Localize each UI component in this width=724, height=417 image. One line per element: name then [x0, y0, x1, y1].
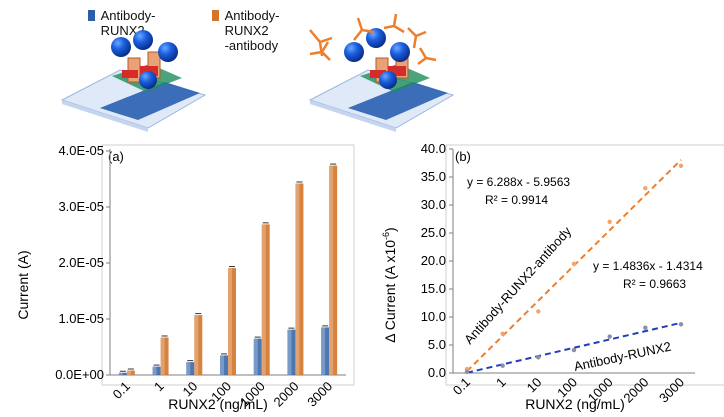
series-orange-r2: R² = 0.9914	[485, 193, 548, 207]
chart-a-bar	[253, 338, 262, 375]
chart-a-y-tick-label: 2.0E-05	[58, 255, 104, 270]
series-blue-point	[678, 322, 684, 327]
series-orange-point	[678, 163, 684, 168]
chart-a-x-tick-label: 0.1	[110, 379, 133, 402]
legend-label-line1: Antibody-RUNX2	[224, 8, 280, 38]
chart-a-frame	[101, 144, 355, 386]
chart-b-x-tick-label: 1	[493, 375, 509, 391]
chart-b-y-axis-label-superscript: -6	[381, 232, 391, 240]
legend-label-line2: -antibody	[224, 38, 279, 53]
series-orange-point	[536, 309, 541, 314]
chart-a-y-tick-label: 3.0E-05	[58, 199, 104, 214]
series-orange-point	[500, 331, 505, 336]
chart-a-bar-highlight	[329, 165, 334, 375]
chart-a-x-axis-label: RUNX2 (ng/mL)	[168, 396, 268, 412]
chart-b-x-axis-label: RUNX2 (ng/mL)	[525, 396, 625, 412]
chart-b-y-tick-label: 15.0	[421, 281, 446, 296]
chart-a-bar-highlight	[186, 362, 191, 375]
series-blue-point	[643, 325, 648, 330]
legend-item-antibody-runx2: Antibody-RUNX2	[88, 8, 160, 38]
chart-b-y-tick-label: 35.0	[421, 169, 446, 184]
chart-a-y-axis-label: Current (A)	[15, 250, 31, 319]
chart-a-bar-highlight	[287, 329, 292, 375]
chart-a-bar	[321, 327, 330, 375]
chart-a-bar-highlight	[118, 372, 123, 375]
chart-a-bar	[220, 355, 228, 375]
chart-a-bar-highlight	[126, 370, 131, 375]
chart-b-y-axis-label-text: Δ Current (A x10	[382, 240, 398, 343]
chart-b-y-tick-label: 40.0	[421, 141, 446, 156]
chart-a-bar	[118, 372, 127, 375]
series-blue-point	[536, 355, 541, 360]
series-orange-point	[643, 186, 648, 191]
sensor-illustrations	[60, 13, 455, 132]
sensor-right-illustration	[308, 13, 455, 132]
chart-b-y-tick-label: 25.0	[421, 225, 446, 240]
chart-a-bar	[228, 268, 236, 375]
chart-a-y-tick-label: 4.0E-05	[58, 143, 104, 158]
series-orange-point	[607, 219, 612, 224]
chart-b-y-tick-label: 30.0	[421, 197, 446, 212]
chart-a-bar-highlight	[253, 338, 258, 375]
chart-a-bar	[126, 370, 135, 375]
chart-b-x-tick-label: 3000	[656, 375, 687, 406]
series-blue-r2: R² = 0.9663	[623, 277, 686, 291]
chart-a-bar-highlight	[152, 366, 157, 375]
legend-item-antibody-runx2-antibody: Antibody-RUNX2 -antibody	[212, 8, 284, 53]
chart-a-bar-highlight	[160, 337, 165, 375]
chart-a-bar-chart: (a) Current (A) RUNX2 (ng/mL) 0.0E+00 1.0…	[15, 143, 355, 412]
chart-a-bar	[329, 165, 338, 375]
series-blue-point	[571, 347, 577, 353]
chart-b-frame	[445, 144, 724, 386]
sensor-left-illustration	[60, 30, 207, 132]
series-orange-equation: y = 6.288x - 5.9563	[467, 175, 570, 189]
chart-b-y-axis-label-end: )	[382, 227, 398, 232]
chart-b-scatter-chart: (b) Δ Current (A x10-6) RUNX2 (ng/mL) 0.…	[381, 141, 724, 412]
chart-a-bar-highlight	[220, 355, 224, 375]
chart-a-bar	[160, 337, 169, 375]
chart-a-bar-highlight	[295, 183, 300, 375]
series-blue-point	[500, 363, 505, 368]
series-orange-line-label: Antibody-RUNX2-antibody	[461, 223, 575, 347]
chart-b-x-tick-label: 10	[524, 375, 545, 396]
series-orange-point	[571, 261, 577, 266]
chart-a-bar-highlight	[194, 315, 199, 375]
chart-a-bar	[194, 315, 203, 375]
chart-b-y-tick-label: 5.0	[428, 337, 446, 352]
series-blue-point	[607, 334, 612, 339]
chart-a-y-tick-label: 1.0E-05	[58, 311, 104, 326]
series-blue-trendline	[466, 321, 682, 374]
chart-a-bar-highlight	[261, 224, 266, 375]
chart-b-panel-label: (b)	[455, 149, 471, 164]
chart-b-y-tick-label: 0.0	[428, 365, 446, 380]
legend-label: Antibody-RUNX2	[100, 8, 156, 38]
chart-a-bar	[261, 224, 270, 375]
chart-a-bar-highlight	[228, 268, 232, 375]
chart-b-y-axis-label: Δ Current (A x10-6)	[381, 227, 398, 342]
chart-a-bar-highlight	[321, 327, 326, 375]
chart-b-x-tick-label: 2000	[620, 375, 651, 406]
chart-a-bar	[186, 362, 195, 375]
chart-a-y-tick-label: 0.0E+00	[55, 367, 104, 382]
chart-a-bar	[287, 329, 296, 375]
chart-a-x-tick-label: 3000	[304, 379, 335, 410]
chart-b-y-tick-label: 20.0	[421, 253, 446, 268]
series-blue-point	[464, 369, 470, 375]
chart-a-panel-label: (a)	[108, 149, 124, 164]
chart-a-bar	[152, 366, 161, 375]
chart-b-y-tick-label: 10.0	[421, 309, 446, 324]
legend-swatch-blue	[88, 10, 95, 21]
legend-swatch-orange	[212, 10, 219, 21]
chart-b-x-tick-label: 0.1	[450, 375, 473, 398]
series-blue-equation: y = 1.4836x - 1.4314	[593, 259, 703, 273]
chart-a-bar	[295, 183, 304, 375]
chart-a-x-tick-label: 2000	[270, 379, 301, 410]
chart-a-x-tick-label: 1	[151, 379, 167, 395]
